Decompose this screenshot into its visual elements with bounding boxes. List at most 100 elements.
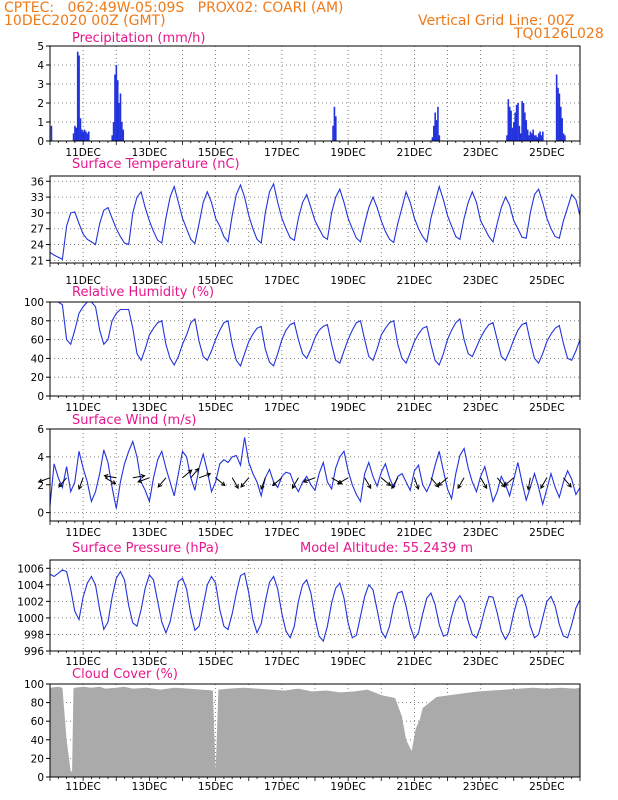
- wind-arrow-head: [137, 478, 143, 483]
- x-tick-label: 15DEC: [198, 781, 233, 793]
- wind-arrow: [240, 477, 250, 488]
- x-tick-label: 11DEC: [65, 147, 100, 159]
- y-tick-label: 0: [37, 508, 44, 520]
- y-tick-label: 1: [37, 117, 44, 129]
- x-tick-label: 23DEC: [463, 402, 498, 414]
- y-tick-label: 100: [24, 297, 44, 309]
- x-tick-label: 25DEC: [529, 402, 564, 414]
- x-tick-label: 23DEC: [463, 275, 498, 287]
- precipitation-bar: [528, 135, 530, 141]
- precipitation-bar: [555, 74, 558, 141]
- precipitation-bar: [72, 133, 75, 141]
- wind-arrow-head: [271, 481, 277, 487]
- wind-arrow: [563, 477, 572, 488]
- precipitation-bar: [561, 118, 563, 141]
- wind-arrow-head: [336, 480, 342, 485]
- y-tick-label: 2: [37, 98, 44, 110]
- precipitation-bar: [513, 122, 515, 141]
- wind-arrow: [198, 473, 211, 479]
- humidity-title: Relative Humidity (%): [72, 285, 214, 300]
- precipitation-bar: [508, 106, 511, 141]
- precipitation-bar: [535, 135, 537, 141]
- x-tick-label: 11DEC: [65, 656, 100, 668]
- x-tick-label: 23DEC: [463, 781, 498, 793]
- wind-arrow-head: [415, 485, 420, 491]
- y-tick-label: 4: [37, 60, 44, 72]
- wind-arrow: [380, 477, 391, 486]
- wind-line: [50, 437, 580, 509]
- cloud-cover-title: Cloud Cover (%): [72, 667, 178, 682]
- precipitation-bar: [82, 131, 85, 141]
- x-tick-label: 15DEC: [198, 402, 233, 414]
- precipitation-bar: [85, 131, 87, 141]
- y-tick-label: 36: [31, 176, 45, 188]
- precipitation-bar: [511, 127, 514, 141]
- precipitation-bar: [86, 133, 89, 141]
- pressure-panel: 996 998 1000 1002 1004 1006 11DEC 13DEC 15DEC 17D…: [17, 541, 581, 668]
- wind-arrow-head: [500, 482, 506, 488]
- precipitation-bar: [519, 133, 522, 141]
- wind-arrow-head: [240, 482, 245, 488]
- wind-panel: 0 2 4 6 11DEC 13DEC 15DEC 17DEC 19DEC 21DEC 23DEC 2…: [37, 413, 581, 539]
- precipitation-bar: [432, 125, 435, 141]
- x-tick-label: 23DEC: [463, 656, 498, 668]
- y-tick-label: 6: [37, 424, 44, 436]
- wind-arrow: [337, 477, 349, 485]
- humidity-panel: 0 20 40 60 80 100 11DEC 13DEC 15DEC 17DEC 19DEC 21D…: [24, 285, 581, 414]
- y-tick-label: 80: [31, 316, 44, 328]
- precipitation-bar: [540, 135, 543, 141]
- wind-arrow: [58, 477, 67, 488]
- y-tick-label: 60: [31, 716, 44, 728]
- x-tick-label: 19DEC: [330, 656, 365, 668]
- y-tick-label: 24: [31, 240, 45, 252]
- x-tick-label: 17DEC: [264, 147, 299, 159]
- precipitation-bar: [438, 135, 441, 141]
- y-tick-label: 3: [37, 79, 44, 91]
- x-tick-label: 11DEC: [65, 275, 100, 287]
- wind-arrow: [260, 477, 266, 490]
- x-tick-label: 11DEC: [65, 527, 100, 539]
- wind-arrow: [496, 477, 506, 488]
- y-tick-label: 1004: [17, 580, 44, 592]
- wind-arrow: [190, 468, 199, 479]
- y-tick-label: 1000: [17, 613, 44, 625]
- precipitation-bar: [83, 129, 86, 141]
- precipitation-bar: [536, 137, 539, 141]
- x-tick-label: 15DEC: [198, 275, 233, 287]
- wind-arrow: [364, 477, 372, 489]
- wind-arrow-head: [58, 482, 63, 488]
- x-tick-label: 17DEC: [264, 402, 299, 414]
- precipitation-bar: [75, 127, 78, 141]
- x-tick-label: 21DEC: [397, 275, 432, 287]
- y-tick-label: 2: [37, 480, 44, 492]
- precipitation-bar: [542, 131, 544, 141]
- x-tick-label: 19DEC: [330, 781, 365, 793]
- temperature-line: [50, 182, 580, 261]
- precipitation-bar: [335, 116, 337, 141]
- wind-arrow: [78, 477, 84, 490]
- x-tick-label: 15DEC: [198, 656, 233, 668]
- precipitation-bar: [510, 110, 512, 141]
- y-tick-label: 0: [37, 136, 44, 148]
- precipitation-bar: [562, 133, 565, 141]
- wind-arrow: [480, 477, 488, 489]
- wind-arrow: [38, 477, 51, 483]
- precipitation-bar: [114, 74, 116, 141]
- wind-arrow-head: [77, 485, 83, 491]
- precipitation-bar: [116, 80, 119, 141]
- precipitation-title: Precipitation (mm/h): [72, 31, 205, 46]
- wind-arrow-head: [291, 484, 297, 490]
- wind-arrow-head: [567, 482, 572, 488]
- wind-arrow: [527, 477, 531, 490]
- precipitation-bar: [115, 65, 118, 141]
- precipitation-bar: [522, 103, 525, 141]
- x-tick-label: 19DEC: [330, 402, 365, 414]
- header-model-code: TQ0126L028: [514, 26, 604, 42]
- x-tick-label: 21DEC: [397, 656, 432, 668]
- wind-arrow-head: [103, 473, 109, 479]
- wind-arrow-head: [194, 467, 200, 473]
- precipitation-bar: [121, 122, 123, 141]
- x-tick-label: 11DEC: [65, 402, 100, 414]
- wind-arrow: [430, 477, 440, 488]
- x-tick-label: 25DEC: [529, 781, 564, 793]
